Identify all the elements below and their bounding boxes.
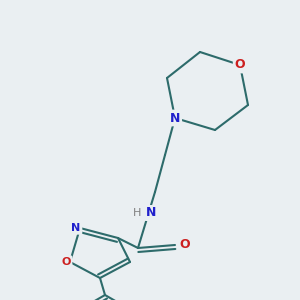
Text: H: H — [133, 208, 141, 218]
Text: O: O — [61, 257, 71, 267]
Text: O: O — [180, 238, 190, 251]
Text: N: N — [170, 112, 180, 124]
Text: N: N — [146, 206, 156, 220]
Text: O: O — [235, 58, 245, 71]
Text: N: N — [71, 223, 81, 233]
